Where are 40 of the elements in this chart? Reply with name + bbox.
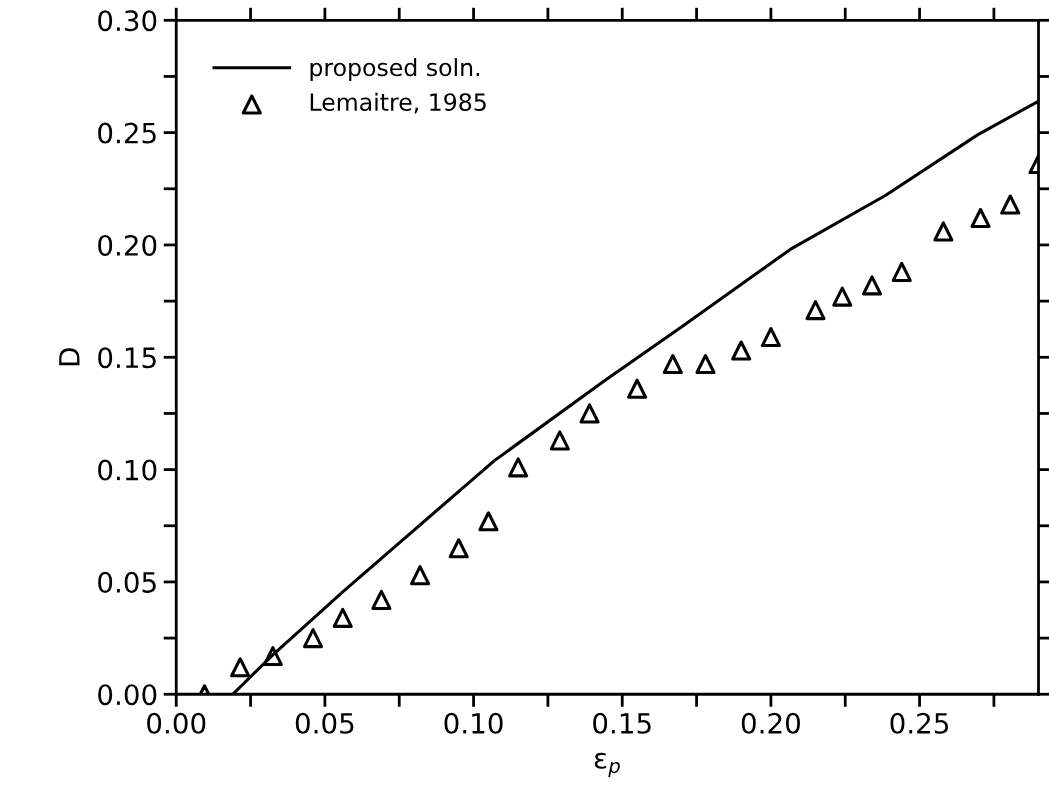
- point: [302, 628, 324, 649]
- y-tick-label: 0.10: [98, 459, 157, 481]
- point: [760, 327, 781, 348]
- y-tick-label: 0.15: [98, 347, 156, 369]
- point: [832, 286, 853, 307]
- point: [662, 353, 683, 375]
- point: [262, 646, 283, 667]
- point: [448, 538, 469, 559]
- x-tick-label: 0.10: [444, 712, 503, 734]
- x-tick-label: 0.25: [890, 712, 949, 734]
- point: [549, 430, 570, 451]
- legend-label: Lemaitre, 1985: [310, 92, 486, 114]
- x-tick-label: 0.15: [593, 712, 651, 734]
- point: [970, 207, 991, 229]
- point: [891, 261, 912, 282]
- point: [332, 607, 353, 628]
- x-tick-label: 0.05: [295, 712, 354, 734]
- y-tick-label: 0.05: [98, 571, 156, 593]
- point: [1000, 194, 1021, 215]
- point: [627, 378, 648, 399]
- point: [731, 340, 752, 361]
- point: [861, 275, 883, 296]
- point: [933, 221, 954, 242]
- point: [579, 403, 600, 424]
- x-tick-label: 0.00: [147, 712, 206, 734]
- point: [230, 657, 251, 678]
- y-tick-label: 0.30: [98, 10, 157, 32]
- y-tick-label: 0.20: [98, 234, 157, 256]
- point: [410, 565, 431, 586]
- point: [805, 300, 826, 321]
- y-tick-label: 0.00: [98, 684, 157, 706]
- x-tick-label: 0.20: [741, 712, 800, 734]
- y-axis-title: D: [59, 348, 80, 366]
- point: [371, 589, 392, 610]
- point: [508, 457, 529, 478]
- point: [695, 353, 716, 375]
- point: [478, 511, 499, 532]
- y-tick-label: 0.25: [98, 122, 156, 144]
- legend-label: proposed soln.: [310, 58, 480, 81]
- x-axis-title: ε$_{p}$: [594, 752, 620, 777]
